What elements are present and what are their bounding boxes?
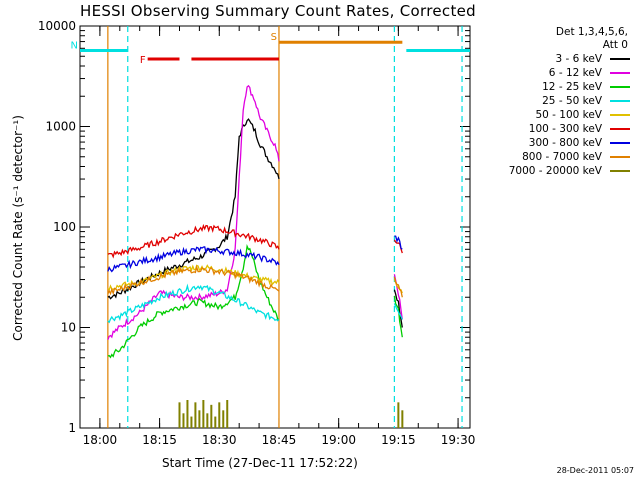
legend-entry-label: 12 - 25 keV	[542, 81, 602, 93]
legend-entry-label: 300 - 800 keV	[528, 137, 602, 149]
legend-title-line: Det 1,3,4,5,6,	[555, 26, 628, 38]
series-line	[107, 264, 280, 296]
legend: Det 1,3,4,5,6, Att 0 3 - 6 keV 6 - 12 keV…	[470, 26, 630, 178]
y-axis-label: Corrected Count Rate (s⁻¹ detector⁻¹)	[11, 115, 25, 341]
legend-swatch	[610, 170, 630, 172]
legend-entry: 100 - 300 keV	[470, 122, 630, 136]
saa-label: S	[271, 32, 277, 43]
legend-swatch	[610, 58, 630, 60]
legend-swatch	[610, 86, 630, 88]
legend-entry: 800 - 7000 keV	[470, 150, 630, 164]
legend-title-line: Att 0	[602, 39, 628, 51]
legend-swatch	[610, 100, 630, 102]
legend-entry-label: 100 - 300 keV	[528, 123, 602, 135]
y-tick-label: 1000	[45, 120, 76, 134]
legend-swatch	[610, 128, 630, 130]
legend-entry: 12 - 25 keV	[470, 80, 630, 94]
legend-title: Det 1,3,4,5,6, Att 0	[470, 26, 630, 52]
series-line	[107, 244, 280, 359]
legend-entry-label: 3 - 6 keV	[555, 53, 602, 65]
series-line	[394, 235, 403, 250]
flare-label: F	[140, 55, 146, 66]
legend-entry-label: 6 - 12 keV	[548, 67, 602, 79]
series-line	[393, 303, 403, 320]
y-tick-label: 1	[68, 421, 76, 435]
x-tick-label: 18:00	[83, 433, 118, 447]
series-line	[107, 223, 280, 259]
y-tick-label: 10	[61, 321, 76, 335]
legend-swatch	[610, 142, 630, 144]
legend-entry: 50 - 100 keV	[470, 108, 630, 122]
legend-entry: 25 - 50 keV	[470, 94, 630, 108]
x-tick-label: 19:30	[441, 433, 476, 447]
legend-entry: 7000 - 20000 keV	[470, 164, 630, 178]
series-line	[107, 246, 280, 273]
chart-title: HESSI Observing Summary Count Rates, Cor…	[80, 2, 476, 20]
legend-entry-label: 800 - 7000 keV	[522, 151, 602, 163]
x-axis-label: Start Time (27-Dec-11 17:52:22)	[162, 456, 358, 470]
legend-entry: 300 - 800 keV	[470, 136, 630, 150]
x-tick-label: 18:45	[262, 433, 297, 447]
legend-entry-label: 50 - 100 keV	[535, 109, 602, 121]
timestamp-footer: 28-Dec-2011 05:07	[556, 466, 634, 475]
y-tick-label: 10000	[38, 19, 76, 33]
x-tick-label: 18:15	[142, 433, 177, 447]
series-line	[107, 283, 280, 324]
x-tick-label: 19:15	[381, 433, 416, 447]
legend-swatch	[610, 114, 630, 116]
legend-entry-label: 7000 - 20000 keV	[508, 165, 602, 177]
series-line	[393, 295, 403, 338]
legend-entry: 6 - 12 keV	[470, 66, 630, 80]
plot-frame	[79, 25, 471, 429]
legend-entry: 3 - 6 keV	[470, 52, 630, 66]
night-label: N	[71, 41, 78, 52]
legend-entry-label: 25 - 50 keV	[542, 95, 602, 107]
y-tick-label: 100	[53, 220, 76, 234]
x-tick-label: 18:30	[202, 433, 237, 447]
series-line	[107, 84, 280, 340]
legend-swatch	[610, 156, 630, 158]
series-line	[393, 289, 403, 328]
series-line	[393, 276, 403, 298]
x-tick-label: 19:00	[321, 433, 356, 447]
legend-swatch	[610, 72, 630, 74]
